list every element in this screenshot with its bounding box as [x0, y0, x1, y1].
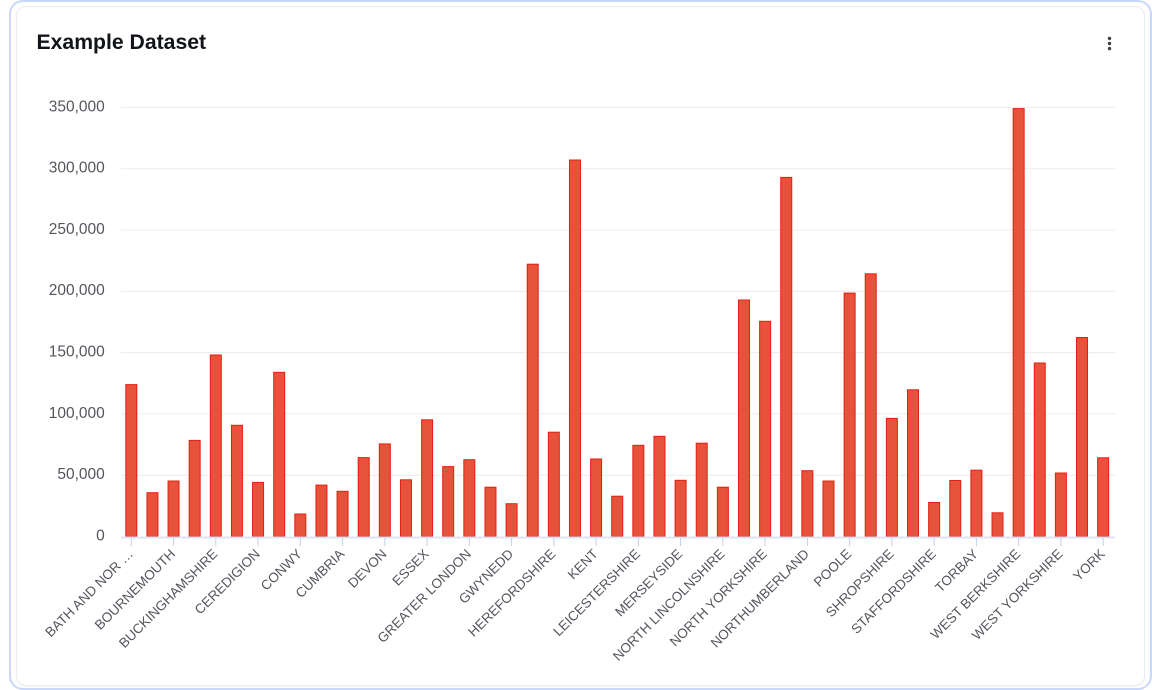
svg-text:KENT: KENT	[565, 546, 601, 582]
svg-text:100,000: 100,000	[49, 405, 105, 422]
svg-text:YORK: YORK	[1070, 546, 1108, 584]
svg-text:200,000: 200,000	[49, 282, 105, 299]
svg-text:150,000: 150,000	[49, 344, 105, 361]
svg-text:ESSEX: ESSEX	[389, 546, 431, 588]
svg-text:300,000: 300,000	[49, 160, 105, 177]
svg-text:0: 0	[96, 527, 105, 544]
svg-text:350,000: 350,000	[49, 98, 105, 115]
svg-text:DEVON: DEVON	[345, 546, 390, 591]
svg-text:250,000: 250,000	[49, 221, 105, 238]
svg-text:50,000: 50,000	[57, 466, 105, 483]
